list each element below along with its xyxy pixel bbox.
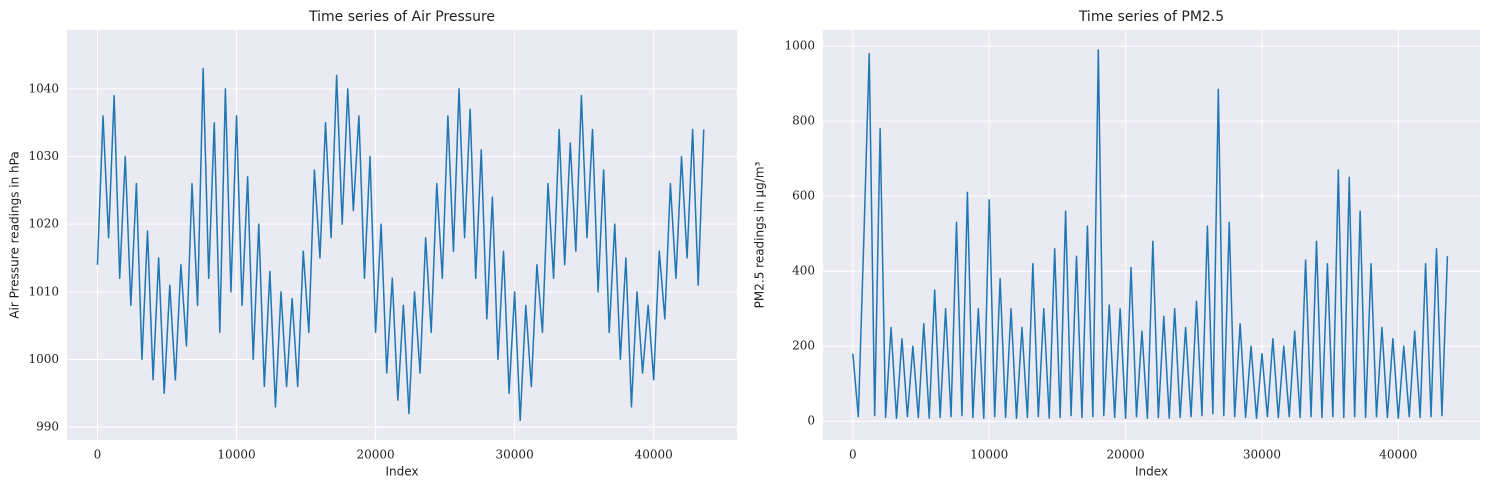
y-tick-label: 1000 xyxy=(784,39,815,53)
y-axis-label: PM2.5 readings in µg/m³ xyxy=(753,161,767,308)
x-tick-label: 0 xyxy=(94,448,102,462)
chart-title: Time series of PM2.5 xyxy=(1078,9,1224,25)
y-tick-label: 1030 xyxy=(28,149,59,163)
x-axis-label: Index xyxy=(385,465,418,479)
y-tick-label: 800 xyxy=(792,114,815,128)
chart-title: Time series of Air Pressure xyxy=(308,9,495,25)
y-tick-label: 990 xyxy=(36,420,59,434)
y-tick-label: 200 xyxy=(792,339,815,353)
x-tick-label: 0 xyxy=(849,448,857,462)
x-tick-label: 10000 xyxy=(970,448,1008,462)
y-tick-label: 1020 xyxy=(28,217,59,231)
x-tick-label: 40000 xyxy=(1379,448,1417,462)
x-tick-label: 30000 xyxy=(496,448,534,462)
x-tick-label: 40000 xyxy=(635,448,673,462)
x-tick-label: 20000 xyxy=(356,448,394,462)
x-tick-label: 30000 xyxy=(1243,448,1281,462)
y-tick-label: 0 xyxy=(807,414,815,428)
y-tick-label: 1010 xyxy=(28,284,59,298)
y-tick-label: 600 xyxy=(792,189,815,203)
data-line xyxy=(852,49,1449,419)
plot-area xyxy=(67,30,737,440)
x-tick-label: 10000 xyxy=(217,448,255,462)
y-tick-label: 1040 xyxy=(28,81,59,95)
y-tick-label: 1000 xyxy=(28,352,59,366)
y-axis-label: Air Pressure readings in hPa xyxy=(8,151,22,318)
x-axis-label: Index xyxy=(1135,465,1168,479)
x-tick-label: 20000 xyxy=(1106,448,1144,462)
y-tick-label: 400 xyxy=(792,264,815,278)
data-line xyxy=(96,67,705,422)
plot-area xyxy=(823,30,1480,440)
